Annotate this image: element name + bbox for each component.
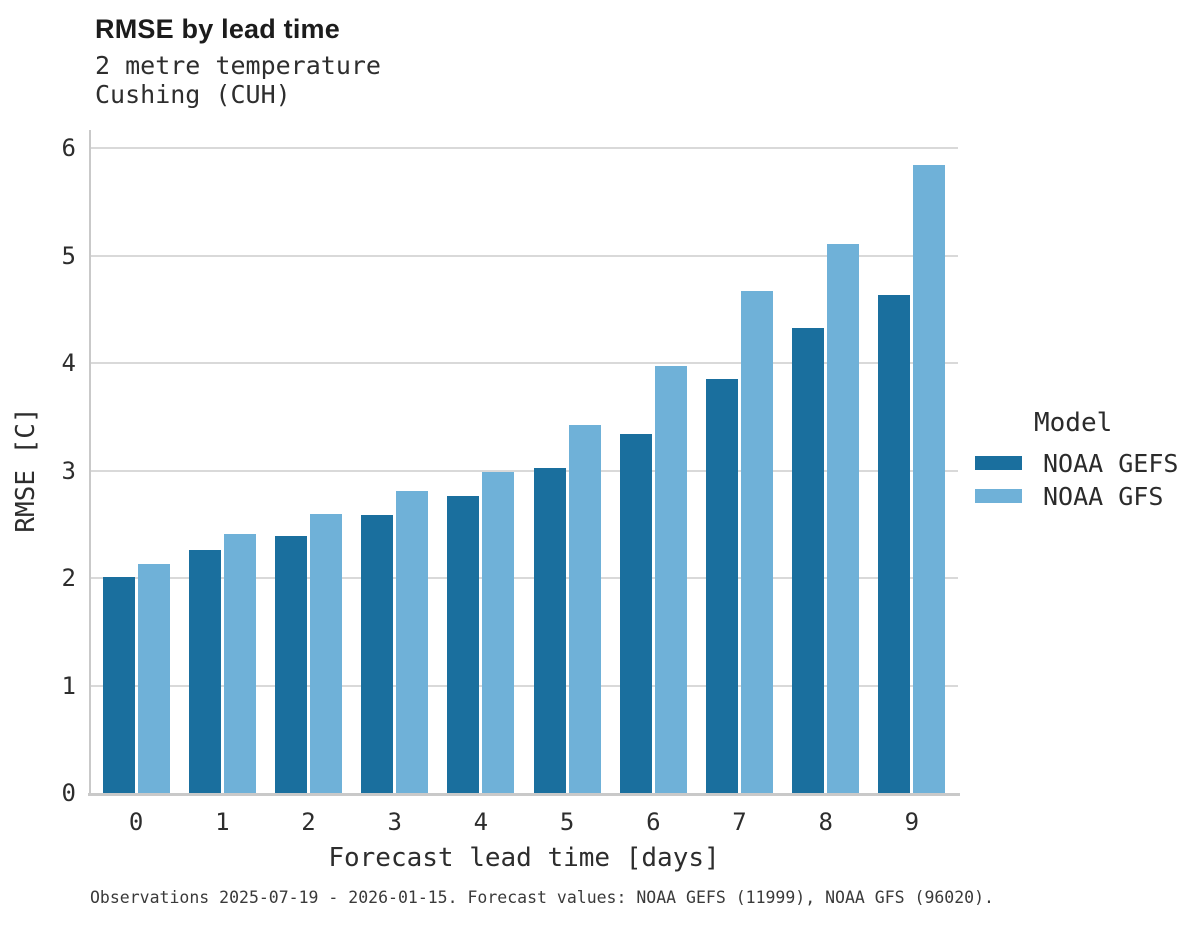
gridline-y1 bbox=[90, 684, 958, 687]
y-tick-label-5: 5 bbox=[61, 241, 76, 270]
x-tick-label-2: 2 bbox=[301, 808, 316, 836]
legend-entry-gfs: NOAA GFS bbox=[975, 481, 1178, 511]
legend-title: Model bbox=[1034, 408, 1113, 438]
legend: Model NOAA GEFS NOAA GFS bbox=[975, 408, 1178, 516]
bar-gfs-lead2 bbox=[310, 513, 342, 793]
bar-gefs-lead7 bbox=[706, 379, 738, 793]
x-tick-label-7: 7 bbox=[732, 808, 747, 836]
gridline-y6 bbox=[90, 147, 958, 149]
x-axis-line bbox=[88, 793, 960, 796]
bar-gfs-lead0 bbox=[137, 564, 170, 793]
bar-gefs-lead6 bbox=[619, 433, 652, 793]
bar-gefs-lead5 bbox=[533, 468, 566, 793]
bar-gfs-lead5 bbox=[568, 425, 601, 793]
x-tick-label-9: 9 bbox=[904, 808, 920, 836]
gfs-swatch bbox=[975, 489, 1022, 503]
figure-title: RMSE by lead time bbox=[95, 14, 340, 44]
legend-entry-gefs: NOAA GEFS bbox=[975, 448, 1179, 478]
bar-gefs-lead2 bbox=[275, 536, 307, 793]
y-tick-label-4: 4 bbox=[61, 349, 76, 377]
figure-subtitle: 2 metre temperature Cushing (CUH) bbox=[95, 51, 381, 109]
x-tick-label-5: 5 bbox=[559, 808, 575, 836]
gefs-swatch bbox=[975, 456, 1022, 470]
x-tick-label-0: 0 bbox=[128, 808, 144, 836]
bar-gefs-lead8 bbox=[792, 327, 825, 793]
y-tick-label-3: 3 bbox=[61, 456, 76, 485]
footer-note: Observations 2025-07-19 - 2026-01-15. Fo… bbox=[90, 888, 994, 907]
gridline-y4 bbox=[90, 362, 958, 364]
subtitle-station: Cushing (CUH) bbox=[95, 80, 291, 109]
bar-gfs-lead8 bbox=[827, 243, 860, 793]
bar-gfs-lead4 bbox=[482, 471, 515, 793]
x-tick-label-6: 6 bbox=[646, 808, 661, 836]
x-tick-label-1: 1 bbox=[215, 808, 230, 836]
bar-gefs-lead3 bbox=[361, 514, 394, 793]
bar-gfs-lead1 bbox=[223, 533, 256, 793]
bar-gefs-lead1 bbox=[188, 550, 221, 793]
y-tick-label-1: 1 bbox=[61, 671, 76, 700]
y-tick-label-6: 6 bbox=[61, 134, 76, 162]
y-tick-label-0: 0 bbox=[61, 779, 76, 807]
gridline-y5 bbox=[90, 254, 958, 257]
x-axis-title: Forecast lead time [days] bbox=[328, 843, 720, 873]
y-tick-label-2: 2 bbox=[61, 564, 76, 592]
bar-gfs-lead9 bbox=[913, 165, 946, 793]
bar-gfs-lead6 bbox=[654, 366, 687, 793]
x-tick-label-4: 4 bbox=[473, 808, 489, 836]
bar-gefs-lead4 bbox=[447, 496, 480, 793]
bar-gefs-lead0 bbox=[102, 576, 135, 793]
x-tick-label-3: 3 bbox=[387, 808, 402, 836]
figure-header: RMSE by lead time 2 metre temperature Cu… bbox=[95, 13, 381, 109]
subtitle-variable: 2 metre temperature bbox=[95, 51, 381, 80]
legend-label-gfs: NOAA GFS bbox=[1043, 481, 1164, 511]
x-tick-label-8: 8 bbox=[818, 808, 833, 836]
bar-gfs-lead7 bbox=[741, 290, 773, 793]
bar-gfs-lead3 bbox=[396, 490, 429, 793]
bar-gefs-lead9 bbox=[878, 295, 911, 793]
y-axis-line bbox=[89, 130, 91, 796]
gridline-y2 bbox=[90, 577, 958, 579]
legend-label-gefs: NOAA GEFS bbox=[1043, 448, 1179, 478]
gridline-y3 bbox=[90, 469, 958, 472]
